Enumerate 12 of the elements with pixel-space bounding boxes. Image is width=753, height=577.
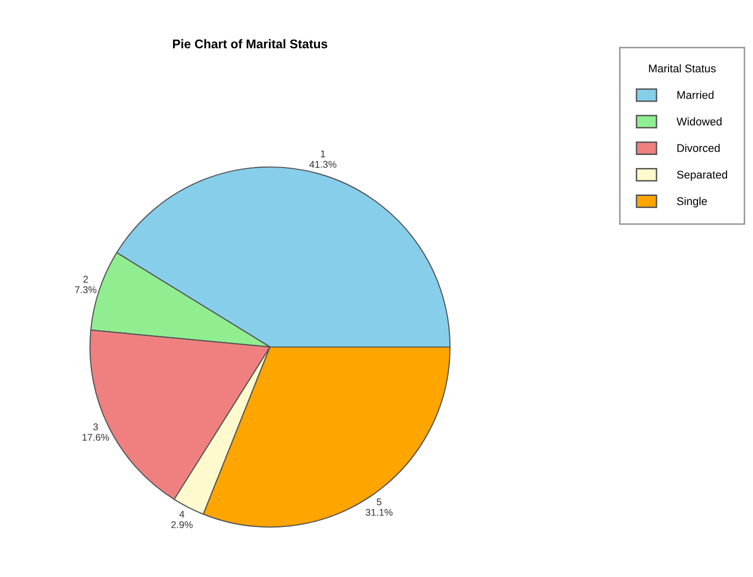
chart-title: Pie Chart of Marital Status (173, 39, 328, 48)
legend-title: Marital Status (649, 64, 716, 72)
data-label: 5 31.1% (366, 498, 393, 516)
legend-label: Widowed (676, 117, 722, 126)
data-label: 2 7.3% (75, 276, 96, 294)
legend-label: Married (677, 90, 714, 99)
data-label: 1 41.3% (309, 150, 336, 168)
legend-label: Divorced (677, 144, 720, 152)
legend-label: Single (677, 196, 707, 208)
data-label: 3 17.6% (82, 423, 110, 441)
legend-label: Separated (677, 170, 728, 181)
data-label: 4 2.9% (171, 510, 193, 528)
